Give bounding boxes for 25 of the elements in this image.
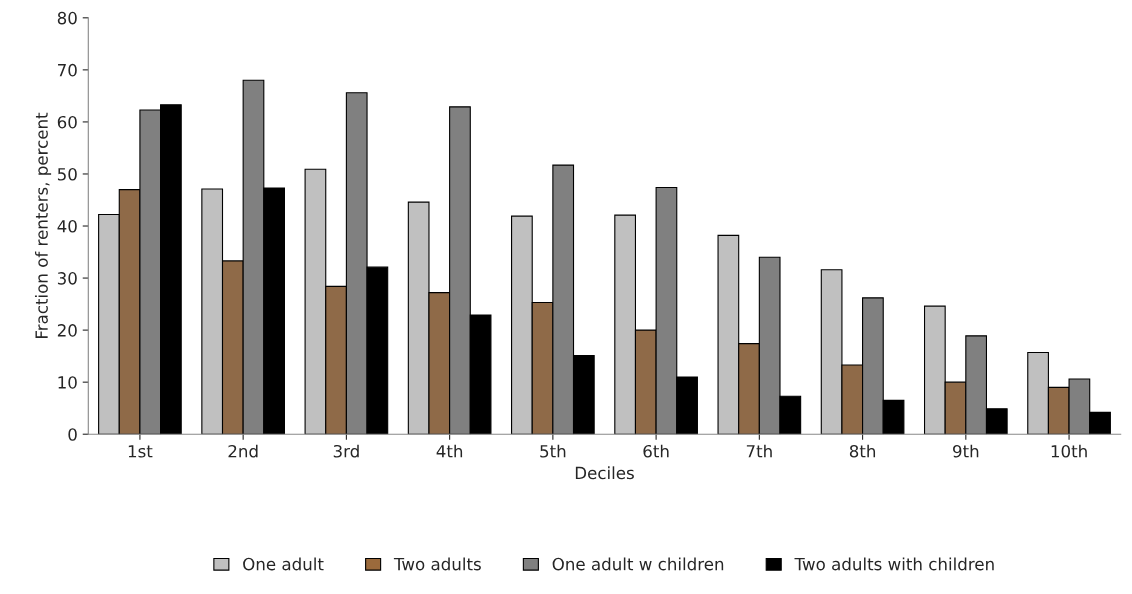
legend-label: One adult w children	[552, 557, 724, 571]
x-tick-label: 1st	[128, 445, 153, 458]
x-axis-title: Deciles	[575, 466, 634, 480]
x-tick-label: 10th	[1051, 444, 1087, 458]
x-tick-label: 6th	[643, 444, 669, 458]
x-tick-label: 7th	[746, 444, 772, 458]
y-tick-label: 40	[57, 219, 77, 233]
y-tick-label: 60	[57, 115, 77, 129]
x-tick-label: 9th	[953, 444, 979, 458]
x-tick-label: 2nd	[228, 444, 258, 458]
y-tick-label: 0	[68, 428, 77, 441]
legend-label: Two adults	[393, 557, 481, 571]
y-tick-label: 80	[57, 11, 77, 25]
x-tick-label: 3rd	[333, 444, 359, 458]
y-tick-label: 20	[57, 324, 77, 337]
x-tick-label: 8th	[849, 444, 876, 458]
legend-label: One adult	[243, 557, 324, 571]
y-tick-label: 70	[58, 63, 77, 77]
legend-label: Two adults with children	[794, 557, 994, 571]
y-tick-label: 30	[57, 272, 77, 285]
x-tick-label: 4th	[436, 444, 463, 458]
y-axis-title: Fraction of renters, percent	[34, 112, 52, 338]
x-tick-label: 5th	[540, 444, 566, 458]
y-tick-label: 10	[58, 376, 77, 389]
y-tick-label: 50	[57, 167, 77, 181]
